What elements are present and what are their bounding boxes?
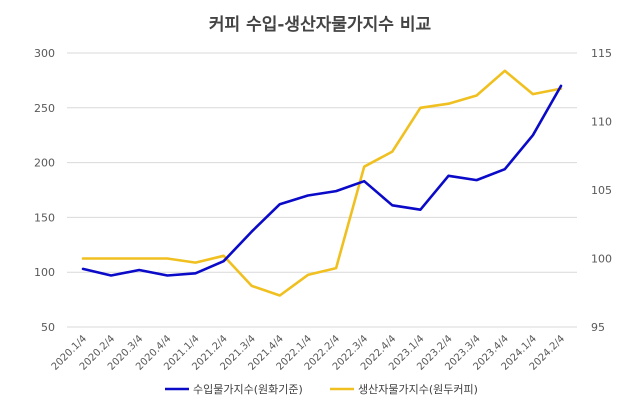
legend: 수입물가지수(원화기준) 생산자물가지수(원두커피)	[165, 383, 478, 396]
y-right-tick-label: 110	[591, 116, 612, 129]
y-left-tick-label: 250	[34, 102, 55, 115]
series-line	[81, 84, 563, 277]
x-axis: 2020.1/42020.2/42020.3/42020.4/42021.1/4…	[50, 333, 567, 372]
y-left-tick-label: 100	[34, 266, 55, 279]
y-left-tick-label: 300	[34, 47, 55, 60]
y-right-tick-label: 105	[591, 184, 612, 197]
y-left-axis: 50 100 150 200 250 300	[34, 47, 55, 334]
y-right-tick-label: 115	[591, 47, 612, 60]
series-line	[81, 69, 563, 297]
series-layer	[81, 69, 563, 297]
legend-label: 생산자물가지수(원두커피)	[358, 383, 478, 396]
y-left-tick-label: 200	[34, 157, 55, 170]
y-left-tick-label: 150	[34, 211, 55, 224]
chart-title: 커피 수입-생산자물가지수 비교	[209, 15, 432, 35]
y-right-axis: 95 100 105 110 115	[591, 47, 612, 334]
y-right-tick-label: 100	[591, 253, 612, 266]
y-right-tick-label: 95	[591, 321, 605, 334]
legend-label: 수입물가지수(원화기준)	[193, 383, 303, 396]
y-left-tick-label: 50	[41, 321, 55, 334]
gridlines	[67, 52, 577, 328]
